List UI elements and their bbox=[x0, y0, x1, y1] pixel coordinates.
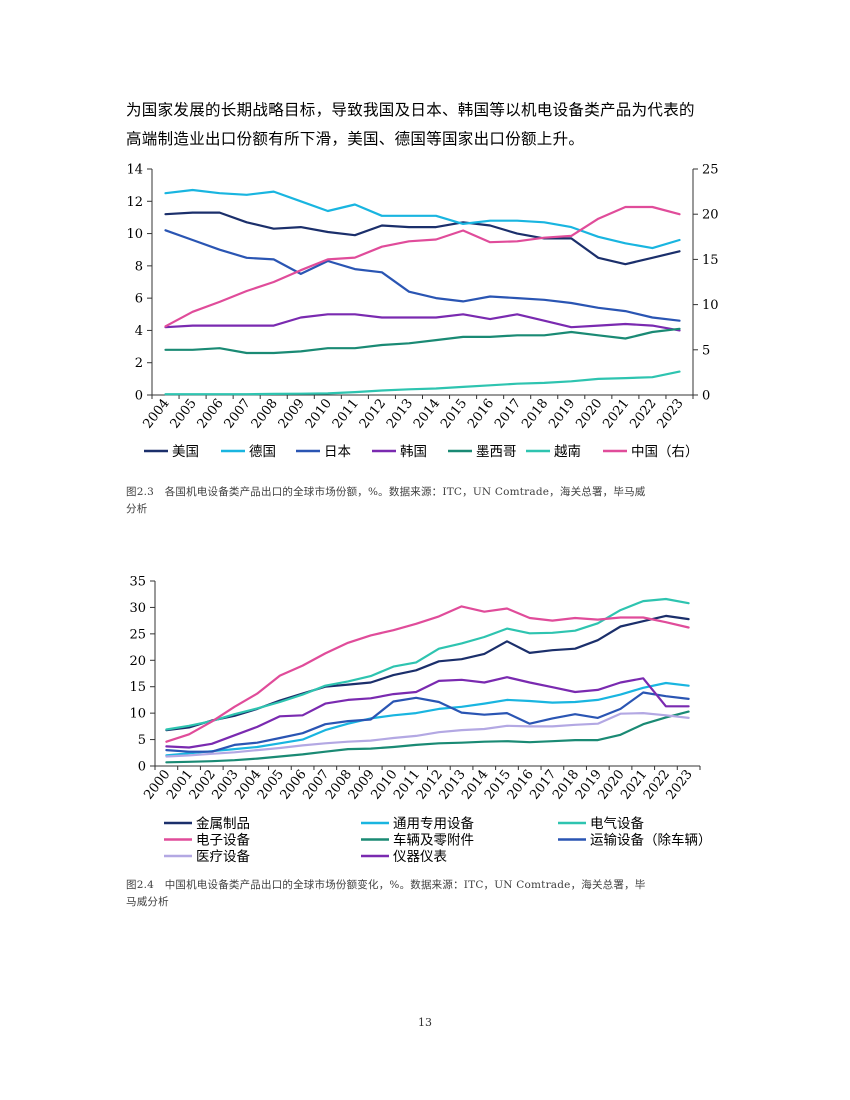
y-right-tick-label: 5 bbox=[702, 343, 710, 358]
intro-line-2: 高端制造业出口份额有所下滑，美国、德国等国家出口份额上升。 bbox=[126, 130, 585, 148]
x-tick-label: 2022 bbox=[627, 396, 659, 431]
series-line-3 bbox=[165, 597, 690, 731]
y-tick-label: 10 bbox=[126, 227, 143, 242]
legend-label: 医疗设备 bbox=[196, 848, 250, 865]
x-tick-label: 2011 bbox=[330, 396, 362, 431]
x-tick-label: 2020 bbox=[573, 396, 605, 431]
series-line-4 bbox=[164, 313, 681, 332]
series-line-2 bbox=[165, 681, 690, 757]
figure-2-3-chart: 0246810121405101520252004200520062007200… bbox=[126, 163, 719, 461]
y-right-tick-label: 20 bbox=[702, 208, 719, 223]
y-tick-label: 0 bbox=[138, 760, 146, 775]
legend-label: 德国 bbox=[249, 444, 276, 460]
legend-label: 车辆及零附件 bbox=[393, 832, 474, 849]
y-tick-label: 8 bbox=[135, 259, 143, 274]
figure-2-4-caption: 图2.4 中国机电设备类产品出口的全球市场份额变化，%。数据来源：ITC，UN … bbox=[126, 877, 726, 911]
y-tick-label: 35 bbox=[129, 575, 146, 590]
y-tick-label: 2 bbox=[135, 356, 143, 371]
y-tick-label: 12 bbox=[126, 195, 143, 210]
x-tick-label: 2009 bbox=[276, 396, 308, 431]
figure-2-3-caption-line-2: 分析 bbox=[126, 503, 148, 515]
legend-label: 墨西哥 bbox=[476, 444, 517, 460]
y-tick-label: 6 bbox=[135, 292, 143, 307]
y-tick-label: 5 bbox=[138, 733, 146, 748]
legend-label: 仪器仪表 bbox=[393, 849, 447, 865]
intro-line-1: 为国家发展的长期战略目标，导致我国及日本、韩国等以机电设备类产品为代表的 bbox=[126, 101, 695, 119]
x-tick-label: 2017 bbox=[492, 396, 524, 431]
y-tick-label: 15 bbox=[129, 680, 146, 695]
legend-label: 美国 bbox=[172, 444, 199, 460]
x-tick-label: 2013 bbox=[384, 396, 416, 431]
legend-label: 日本 bbox=[324, 444, 351, 460]
series-line-7 bbox=[164, 205, 681, 328]
x-tick-label: 2012 bbox=[357, 396, 389, 431]
legend-label: 金属制品 bbox=[196, 816, 250, 832]
figure-2-4-caption-line-2: 马威分析 bbox=[126, 896, 169, 908]
intro-paragraph: 为国家发展的长期战略目标，导致我国及日本、韩国等以机电设备类产品为代表的 高端制… bbox=[126, 96, 736, 154]
series-line-7 bbox=[165, 712, 690, 758]
series-line-5 bbox=[165, 710, 690, 764]
x-tick-label: 2019 bbox=[546, 396, 578, 431]
legend-label: 中国（右） bbox=[631, 444, 699, 460]
page-number: 13 bbox=[418, 1016, 432, 1029]
x-tick-label: 2023 bbox=[664, 767, 696, 802]
y-right-tick-label: 25 bbox=[702, 163, 719, 178]
x-tick-label: 2014 bbox=[411, 396, 443, 431]
x-tick-label: 2010 bbox=[303, 396, 335, 431]
series-line-3 bbox=[164, 229, 681, 322]
x-tick-label: 2016 bbox=[465, 396, 497, 431]
figure-2-4-chart: 0510152025303520002001200220032004200520… bbox=[129, 575, 712, 866]
y-right-tick-label: 10 bbox=[702, 298, 719, 313]
legend-label: 电气设备 bbox=[590, 815, 644, 832]
legend-label: 越南 bbox=[554, 444, 581, 460]
x-tick-label: 2005 bbox=[168, 396, 200, 431]
y-tick-label: 0 bbox=[135, 389, 143, 404]
y-tick-label: 4 bbox=[135, 324, 143, 339]
y-tick-label: 25 bbox=[129, 627, 146, 642]
x-tick-label: 2007 bbox=[222, 396, 254, 431]
y-right-tick-label: 15 bbox=[702, 253, 719, 268]
x-tick-label: 2023 bbox=[654, 396, 686, 431]
figure-2-3-caption: 图2.3 各国机电设备类产品出口的全球市场份额，%。数据来源：ITC，UN Co… bbox=[126, 484, 726, 518]
y-tick-label: 20 bbox=[129, 654, 146, 669]
y-tick-label: 30 bbox=[129, 601, 146, 616]
series-line-6 bbox=[165, 691, 690, 753]
series-line-8 bbox=[165, 676, 690, 749]
figure-2-3-caption-line-1: 图2.3 各国机电设备类产品出口的全球市场份额，%。数据来源：ITC，UN Co… bbox=[126, 486, 646, 498]
series-line-6 bbox=[164, 370, 681, 396]
x-tick-label: 2018 bbox=[519, 396, 551, 431]
x-tick-label: 2008 bbox=[249, 396, 281, 431]
figure-2-4-caption-line-1: 图2.4 中国机电设备类产品出口的全球市场份额变化，%。数据来源：ITC，UN … bbox=[126, 879, 646, 891]
x-tick-label: 2015 bbox=[438, 396, 470, 431]
y-tick-label: 10 bbox=[129, 707, 146, 722]
series-line-4 bbox=[165, 605, 690, 743]
legend-label: 韩国 bbox=[400, 444, 427, 460]
series-line-2 bbox=[164, 188, 681, 250]
legend-label: 电子设备 bbox=[196, 832, 250, 849]
legend-label: 运输设备（除车辆） bbox=[590, 832, 712, 849]
y-tick-label: 14 bbox=[126, 163, 143, 178]
x-tick-label: 2004 bbox=[140, 396, 172, 431]
series-line-5 bbox=[164, 327, 681, 355]
y-right-tick-label: 0 bbox=[702, 389, 710, 404]
legend-label: 通用专用设备 bbox=[393, 815, 474, 832]
series-line-1 bbox=[164, 211, 681, 266]
x-tick-label: 2021 bbox=[600, 396, 632, 431]
x-tick-label: 2006 bbox=[195, 396, 227, 431]
